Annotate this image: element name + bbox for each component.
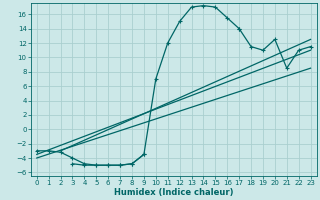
X-axis label: Humidex (Indice chaleur): Humidex (Indice chaleur)	[114, 188, 233, 197]
